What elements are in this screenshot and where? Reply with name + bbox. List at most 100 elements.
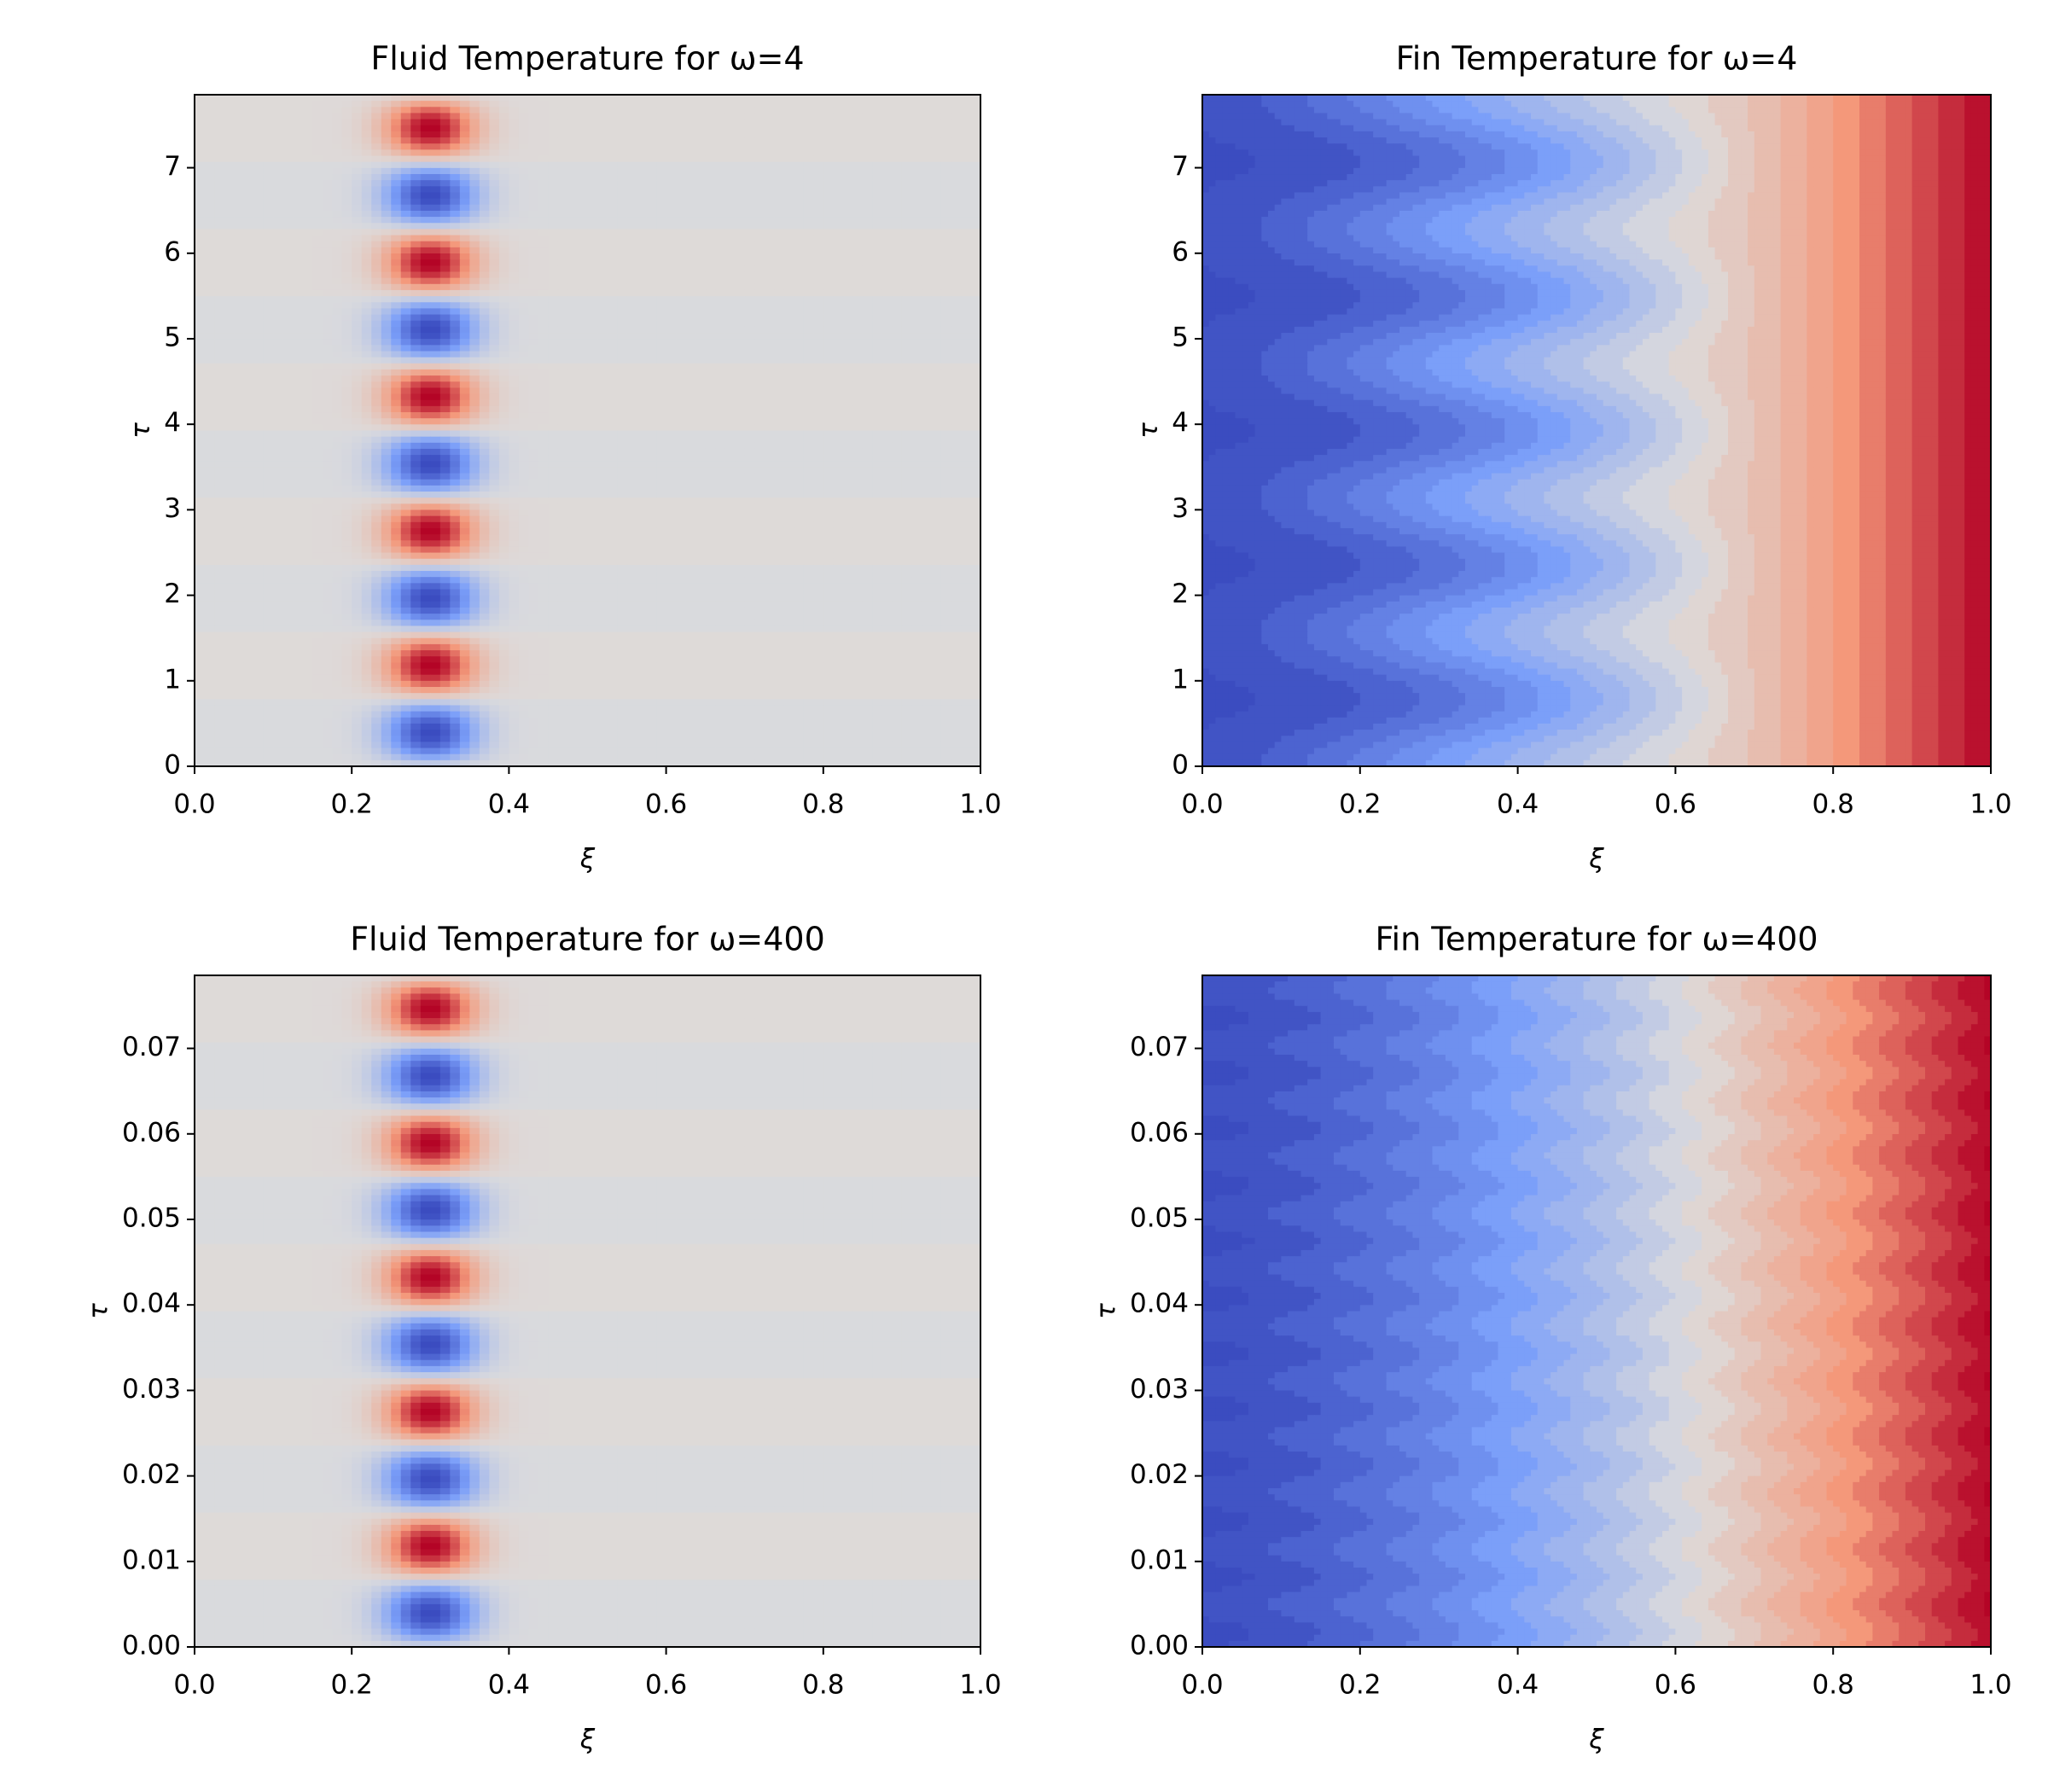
field-cell — [567, 424, 578, 431]
field-cell — [794, 211, 804, 218]
field-cell — [489, 265, 499, 272]
field-cell — [843, 308, 853, 315]
field-cell — [499, 259, 509, 266]
field-cell — [774, 229, 784, 236]
field-cell — [244, 302, 254, 309]
field-cell — [597, 424, 608, 431]
field-cell — [794, 406, 804, 413]
field-cell — [273, 107, 283, 113]
field-cell — [381, 461, 392, 468]
field-cell — [617, 143, 627, 150]
field-cell — [548, 467, 558, 474]
field-cell — [273, 333, 283, 340]
field-cell — [784, 223, 794, 230]
field-cell — [676, 327, 686, 334]
field-cell — [450, 375, 460, 382]
field-cell — [303, 156, 313, 163]
field-cell — [381, 223, 392, 230]
field-cell — [342, 174, 352, 181]
field-cell — [813, 223, 823, 230]
field-cell — [715, 149, 725, 156]
field-cell — [489, 101, 499, 108]
field-cell — [371, 381, 381, 388]
field-cell — [567, 364, 578, 370]
field-cell — [401, 211, 411, 218]
field-cell — [538, 394, 549, 401]
field-cell — [588, 211, 598, 218]
field-cell — [911, 394, 922, 401]
field-cell — [342, 461, 352, 468]
field-cell — [293, 406, 303, 413]
field-cell — [548, 229, 558, 236]
field-cell — [362, 431, 372, 438]
field-cell — [224, 149, 235, 156]
field-cell — [538, 467, 549, 474]
field-cell — [352, 418, 362, 425]
field-cell — [656, 265, 666, 272]
field-cell — [303, 217, 313, 224]
field-cell — [352, 211, 362, 218]
field-cell — [342, 186, 352, 193]
field-cell — [548, 113, 558, 119]
field-cell — [440, 474, 451, 480]
field-cell — [528, 236, 538, 242]
field-cell — [725, 236, 736, 242]
field-cell — [342, 278, 352, 285]
field-cell — [843, 339, 853, 346]
field-cell — [371, 455, 381, 462]
field-cell — [656, 205, 666, 212]
field-cell — [214, 412, 224, 419]
field-cell — [647, 418, 657, 425]
field-cell — [863, 211, 873, 218]
field-cell — [558, 229, 568, 236]
field-cell — [430, 412, 440, 419]
field-cell — [588, 143, 598, 150]
field-cell — [902, 455, 912, 462]
field-cell — [460, 174, 470, 181]
field-cell — [833, 400, 843, 407]
field-cell — [588, 443, 598, 450]
field-cell — [931, 315, 941, 322]
field-cell — [234, 461, 244, 468]
field-cell — [519, 302, 529, 309]
field-cell — [882, 345, 893, 352]
field-cell — [430, 241, 440, 248]
field-cell — [774, 321, 784, 328]
field-cell — [362, 156, 372, 163]
field-cell — [804, 259, 814, 266]
field-cell — [745, 149, 755, 156]
field-cell — [735, 406, 745, 413]
field-cell — [911, 467, 922, 474]
field-cell — [617, 284, 627, 291]
field-cell — [528, 265, 538, 272]
field-cell — [931, 321, 941, 328]
field-cell — [381, 358, 392, 364]
field-cell — [686, 174, 696, 181]
field-cell — [430, 418, 440, 425]
field-cell — [863, 95, 873, 102]
field-cell — [332, 119, 342, 126]
field-cell — [312, 113, 323, 119]
field-cell — [813, 284, 823, 291]
field-cell — [342, 345, 352, 352]
field-cell — [283, 387, 294, 394]
field-cell — [234, 180, 244, 187]
field-cell — [214, 455, 224, 462]
field-cell — [970, 156, 980, 163]
field-cell — [323, 474, 333, 480]
field-cell — [872, 149, 882, 156]
field-cell — [627, 95, 637, 102]
field-cell — [519, 143, 529, 150]
field-cell — [647, 211, 657, 218]
field-cell — [706, 308, 716, 315]
field-cell — [450, 278, 460, 285]
field-cell — [774, 424, 784, 431]
field-cell — [863, 125, 873, 132]
field-cell — [214, 437, 224, 444]
field-cell — [519, 375, 529, 382]
field-cell — [489, 449, 499, 456]
field-cell — [794, 241, 804, 248]
field-cell — [922, 333, 932, 340]
field-cell — [608, 290, 618, 297]
field-cell — [538, 113, 549, 119]
